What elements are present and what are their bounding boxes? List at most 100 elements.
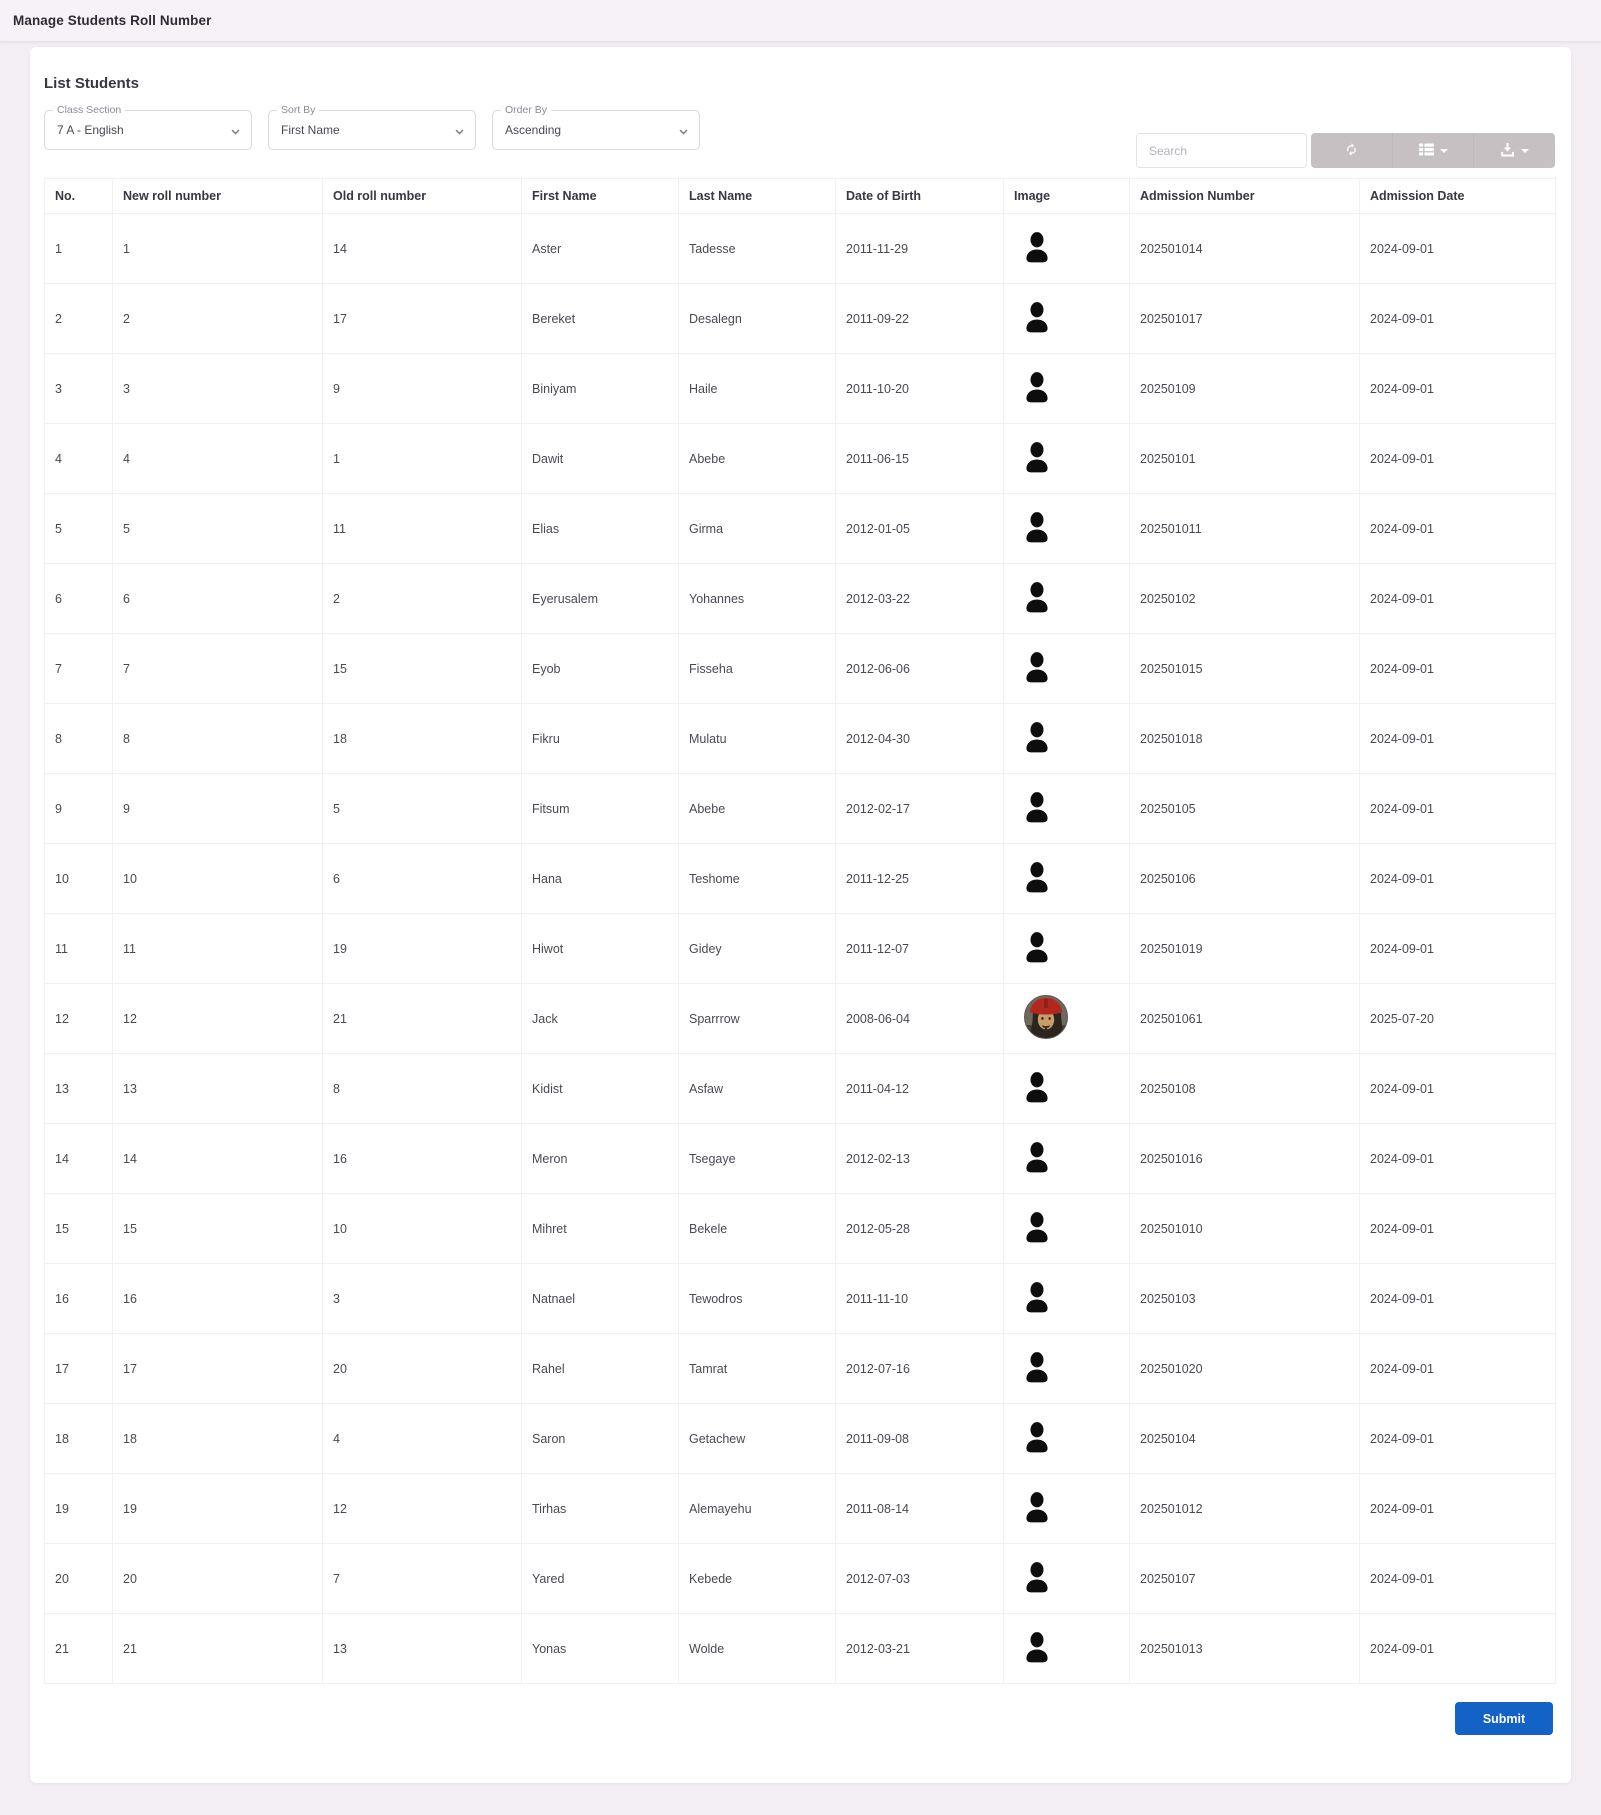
person-icon — [1024, 1281, 1050, 1316]
table-header-row: No. New roll number Old roll number Firs… — [44, 178, 1556, 214]
cell-no: 16 — [44, 1263, 113, 1334]
cell-image — [1003, 1123, 1130, 1194]
cell-no: 14 — [44, 1123, 113, 1194]
submit-button[interactable]: Submit — [1455, 1702, 1553, 1735]
topbar: Manage Students Roll Number — [0, 0, 1601, 41]
cell-new-roll-number: 5 — [112, 493, 323, 564]
cell-first-name: Hana — [521, 843, 679, 914]
cell-new-roll-number: 16 — [112, 1263, 323, 1334]
column-header-first-name: First Name — [521, 178, 679, 214]
cell-admission-number: 20250105 — [1129, 773, 1360, 844]
table-row: 21 21 13 Yonas Wolde 2012-03-21 20250101… — [44, 1613, 1556, 1684]
students-tbody: 1 1 14 Aster Tadesse 2011-11-29 20250101… — [44, 213, 1556, 1684]
class-section-label: Class Section — [53, 104, 126, 116]
cell-last-name: Haile — [678, 353, 836, 424]
table-toolbar — [1136, 133, 1555, 168]
cell-first-name: Fitsum — [521, 773, 679, 844]
refresh-button[interactable] — [1311, 133, 1392, 168]
person-icon — [1024, 231, 1050, 266]
cell-admission-number: 20250109 — [1129, 353, 1360, 424]
export-button[interactable] — [1473, 133, 1555, 168]
cell-old-roll-number: 10 — [322, 1193, 522, 1264]
sort-by-select[interactable]: Sort By First Name — [268, 104, 476, 150]
cell-new-roll-number: 4 — [112, 423, 323, 494]
cell-admission-date: 2024-09-01 — [1359, 773, 1556, 844]
cell-no: 10 — [44, 843, 113, 914]
cell-admission-number: 202501020 — [1129, 1333, 1360, 1404]
cell-old-roll-number: 20 — [322, 1333, 522, 1404]
cell-image — [1003, 1403, 1130, 1474]
cell-date-of-birth: 2011-11-10 — [835, 1263, 1004, 1334]
cell-no: 3 — [44, 353, 113, 424]
cell-old-roll-number: 17 — [322, 283, 522, 354]
person-icon — [1024, 371, 1050, 406]
cell-new-roll-number: 17 — [112, 1333, 323, 1404]
cell-admission-date: 2024-09-01 — [1359, 1473, 1556, 1544]
cell-new-roll-number: 9 — [112, 773, 323, 844]
cell-admission-number: 202501016 — [1129, 1123, 1360, 1194]
columns-icon — [1418, 142, 1434, 159]
cell-last-name: Tamrat — [678, 1333, 836, 1404]
search-input[interactable] — [1136, 133, 1307, 168]
table-row: 20 20 7 Yared Kebede 2012-07-03 20250107… — [44, 1543, 1556, 1614]
cell-first-name: Kidist — [521, 1053, 679, 1124]
cell-old-roll-number: 6 — [322, 843, 522, 914]
table-row: 2 2 17 Bereket Desalegn 2011-09-22 20250… — [44, 283, 1556, 354]
table-row: 6 6 2 Eyerusalem Yohannes 2012-03-22 202… — [44, 563, 1556, 634]
cell-no: 1 — [44, 213, 113, 284]
cell-admission-number: 202501061 — [1129, 983, 1360, 1054]
toolbar-button-group — [1311, 133, 1555, 168]
cell-admission-number: 20250106 — [1129, 843, 1360, 914]
cell-date-of-birth: 2011-10-20 — [835, 353, 1004, 424]
cell-new-roll-number: 15 — [112, 1193, 323, 1264]
person-icon — [1024, 1491, 1050, 1526]
sort-by-label: Sort By — [277, 104, 320, 116]
cell-old-roll-number: 2 — [322, 563, 522, 634]
cell-date-of-birth: 2012-07-16 — [835, 1333, 1004, 1404]
cell-admission-date: 2024-09-01 — [1359, 493, 1556, 564]
cell-admission-date: 2025-07-20 — [1359, 983, 1556, 1054]
cell-new-roll-number: 19 — [112, 1473, 323, 1544]
columns-button[interactable] — [1391, 133, 1474, 168]
cell-old-roll-number: 19 — [322, 913, 522, 984]
cell-no: 13 — [44, 1053, 113, 1124]
cell-old-roll-number: 18 — [322, 703, 522, 774]
column-header-old-roll-number: Old roll number — [322, 178, 522, 214]
cell-date-of-birth: 2012-06-06 — [835, 633, 1004, 704]
cell-no: 7 — [44, 633, 113, 704]
list-students-card: List Students Class Section 7 A - Englis… — [30, 47, 1571, 1783]
cell-first-name: Yonas — [521, 1613, 679, 1684]
table-row: 15 15 10 Mihret Bekele 2012-05-28 202501… — [44, 1193, 1556, 1264]
cell-admission-date: 2024-09-01 — [1359, 1263, 1556, 1334]
card-heading: List Students — [44, 75, 140, 92]
cell-first-name: Meron — [521, 1123, 679, 1194]
cell-admission-number: 202501018 — [1129, 703, 1360, 774]
class-section-select[interactable]: Class Section 7 A - English — [44, 104, 252, 150]
person-icon — [1024, 1071, 1050, 1106]
table-row: 8 8 18 Fikru Mulatu 2012-04-30 202501018… — [44, 703, 1556, 774]
cell-date-of-birth: 2012-07-03 — [835, 1543, 1004, 1614]
students-table-wrap: No. New roll number Old roll number Firs… — [44, 178, 1556, 1684]
cell-first-name: Biniyam — [521, 353, 679, 424]
cell-last-name: Getachew — [678, 1403, 836, 1474]
cell-image — [1003, 1193, 1130, 1264]
cell-admission-number: 202501011 — [1129, 493, 1360, 564]
order-by-select[interactable]: Order By Ascending — [492, 104, 700, 150]
cell-last-name: Abebe — [678, 773, 836, 844]
column-header-date-of-birth: Date of Birth — [835, 178, 1004, 214]
class-section-value: 7 A - English — [57, 123, 124, 137]
cell-date-of-birth: 2012-04-30 — [835, 703, 1004, 774]
cell-admission-date: 2024-09-01 — [1359, 703, 1556, 774]
chevron-down-icon — [678, 124, 689, 142]
cell-image — [1003, 563, 1130, 634]
cell-image — [1003, 493, 1130, 564]
cell-new-roll-number: 1 — [112, 213, 323, 284]
cell-old-roll-number: 5 — [322, 773, 522, 844]
cell-image — [1003, 1053, 1130, 1124]
cell-first-name: Natnael — [521, 1263, 679, 1334]
cell-image — [1003, 983, 1130, 1054]
cell-admission-date: 2024-09-01 — [1359, 913, 1556, 984]
cell-no: 6 — [44, 563, 113, 634]
cell-last-name: Abebe — [678, 423, 836, 494]
cell-new-roll-number: 12 — [112, 983, 323, 1054]
